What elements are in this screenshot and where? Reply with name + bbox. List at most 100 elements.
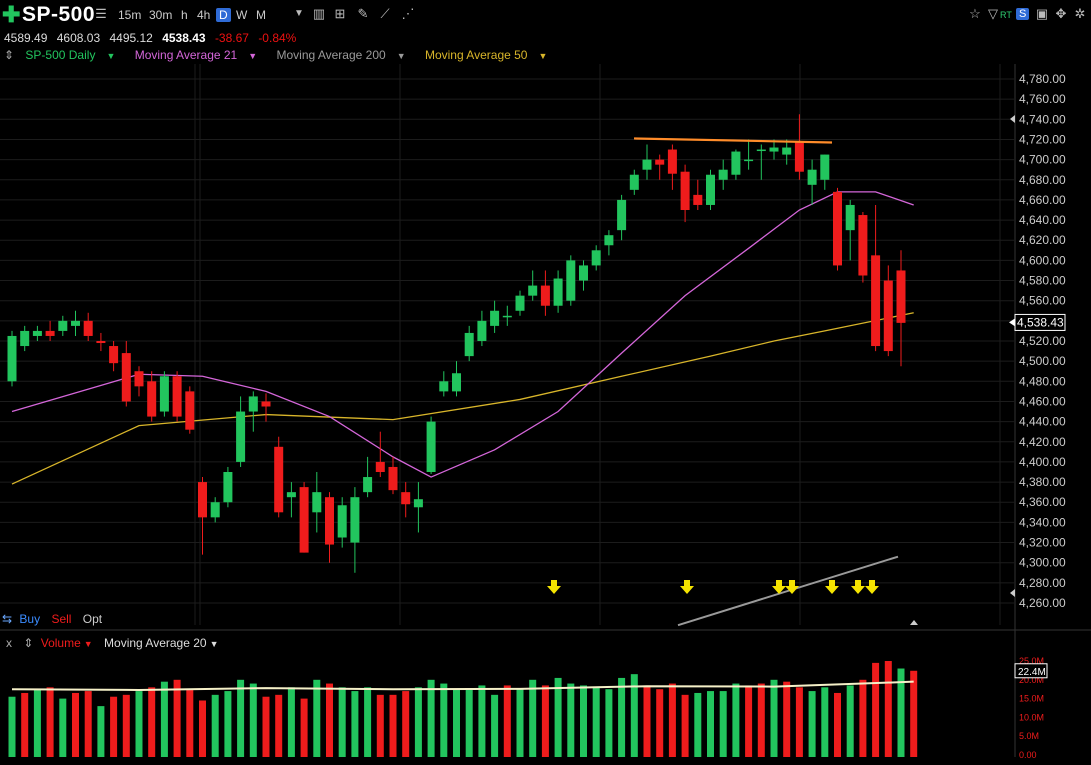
chevron-down-icon[interactable]: ▼	[538, 51, 548, 61]
legend-ma50[interactable]: Moving Average 50 ▼	[425, 48, 555, 62]
candle-body	[7, 335, 17, 382]
tab-h[interactable]: h	[181, 8, 188, 22]
high-value: 4608.03	[56, 31, 101, 45]
candle-body	[121, 353, 131, 402]
trade-icon[interactable]: ⇆	[2, 612, 13, 626]
volume-tick-label: 0.00	[1019, 750, 1037, 760]
down-arrow-icon	[785, 580, 799, 594]
volume-bar	[8, 696, 16, 757]
volume-bar	[440, 683, 448, 757]
volume-bar	[110, 696, 118, 757]
candle-body	[363, 477, 373, 493]
candle-body	[198, 482, 207, 518]
tab-30m[interactable]: 30m	[149, 8, 173, 22]
candle-body	[401, 492, 411, 505]
volume-bar	[376, 694, 384, 757]
y-tick-label: 4,260.00	[1019, 596, 1066, 610]
tab-m[interactable]: M	[256, 8, 266, 22]
y-tick-label: 4,660.00	[1019, 193, 1066, 207]
list-icon[interactable]: ☰	[95, 6, 107, 21]
chevron-down-icon[interactable]: ▼	[294, 8, 304, 19]
y-tick-label: 4,400.00	[1019, 455, 1066, 469]
chevron-down-icon[interactable]: ▼	[83, 639, 93, 649]
volume-tick-label: 25.0M	[1019, 656, 1044, 666]
axis-up-icon	[1010, 115, 1015, 123]
volume-bar	[694, 692, 702, 757]
volume-bar	[46, 687, 54, 757]
candle-body	[642, 159, 652, 170]
close-volume-button[interactable]: x	[6, 636, 12, 650]
legend-handle-icon[interactable]: ⇕	[4, 48, 15, 62]
legend-ma21[interactable]: Moving Average 21 ▼	[135, 48, 265, 62]
y-tick-label: 4,720.00	[1019, 132, 1066, 146]
candle-body	[159, 376, 169, 412]
bar-chart-icon[interactable]: ▥	[312, 6, 326, 21]
legend-ma50-label: Moving Average 50	[424, 48, 528, 62]
candle-body	[236, 411, 246, 462]
down-arrow-icon	[851, 580, 865, 594]
down-arrow-icon	[680, 580, 694, 594]
legend-ma21-label: Moving Average 21	[134, 48, 238, 62]
tab-4h[interactable]: 4h	[197, 8, 211, 22]
volume-ma-label[interactable]: Moving Average 20 ▼	[104, 636, 218, 650]
volume-last-box	[1014, 663, 1048, 679]
tab-d[interactable]: D	[216, 8, 231, 22]
volume-label[interactable]: Volume ▼	[41, 636, 93, 650]
add-symbol-icon[interactable]: ✚	[2, 2, 21, 27]
tab-15m[interactable]: 15m	[118, 8, 142, 22]
save-icon[interactable]: ▣	[1035, 6, 1049, 21]
candle-body	[896, 270, 906, 323]
move-icon[interactable]: ✥	[1055, 6, 1067, 21]
candle-body	[71, 320, 80, 326]
volume-bar	[59, 698, 67, 757]
volume-bar	[491, 694, 499, 757]
chevron-down-icon[interactable]: ▼	[209, 639, 219, 649]
legend-ma200[interactable]: Moving Average 200 ▼	[276, 48, 413, 62]
candle-body	[413, 499, 423, 508]
volume-handle-icon[interactable]: ⇕	[23, 636, 34, 650]
volume-bar	[211, 694, 219, 757]
y-tick-label: 4,360.00	[1019, 495, 1066, 509]
volume-bar	[503, 685, 511, 757]
chevron-down-icon[interactable]: ▼	[396, 51, 406, 61]
candle-body	[820, 154, 830, 180]
axis-down-icon	[1010, 589, 1015, 597]
candle-body	[833, 191, 842, 266]
star-icon[interactable]: ☆	[969, 6, 981, 21]
opt-button[interactable]: Opt	[82, 612, 103, 626]
add-study-icon[interactable]: ⊞	[334, 6, 346, 21]
settings-icon[interactable]: ✲	[1074, 6, 1086, 21]
candle-body	[528, 285, 538, 296]
s-badge[interactable]: S	[1016, 8, 1030, 20]
volume-legend: x ⇕ Volume ▼ Moving Average 20 ▼	[6, 636, 218, 650]
volume-bar	[414, 687, 422, 757]
legend-series[interactable]: SP-500 Daily ▼	[25, 48, 123, 62]
candle-body	[680, 171, 690, 210]
y-tick-label: 4,280.00	[1019, 576, 1066, 590]
down-arrow-icon	[772, 580, 786, 594]
candle-body	[325, 497, 334, 545]
tab-w[interactable]: W	[236, 8, 248, 22]
y-tick-label: 4,620.00	[1019, 233, 1066, 247]
candle-body	[515, 295, 525, 311]
share-icon[interactable]: ⋰	[401, 6, 415, 21]
chevron-down-icon[interactable]: ▼	[106, 51, 116, 61]
last-price-box	[1014, 313, 1066, 331]
candle-body	[299, 487, 309, 553]
ruler-icon[interactable]: ⟋	[380, 6, 390, 21]
filter-icon[interactable]: ▽	[988, 6, 998, 21]
sell-button[interactable]: Sell	[51, 612, 72, 626]
price-pointer-icon	[1009, 318, 1015, 327]
pencil-icon[interactable]: ✎	[357, 6, 369, 21]
volume-bar	[821, 687, 829, 757]
candle-body	[667, 149, 677, 174]
volume-bar	[389, 694, 397, 757]
chevron-down-icon[interactable]: ▼	[248, 51, 258, 61]
candle-body	[134, 371, 144, 387]
buy-button[interactable]: Buy	[19, 612, 41, 626]
rt-badge[interactable]: RT	[1000, 10, 1012, 20]
volume-bar	[630, 674, 638, 757]
symbol-title[interactable]: SP-500	[22, 3, 96, 26]
y-tick-label: 4,320.00	[1019, 536, 1066, 550]
